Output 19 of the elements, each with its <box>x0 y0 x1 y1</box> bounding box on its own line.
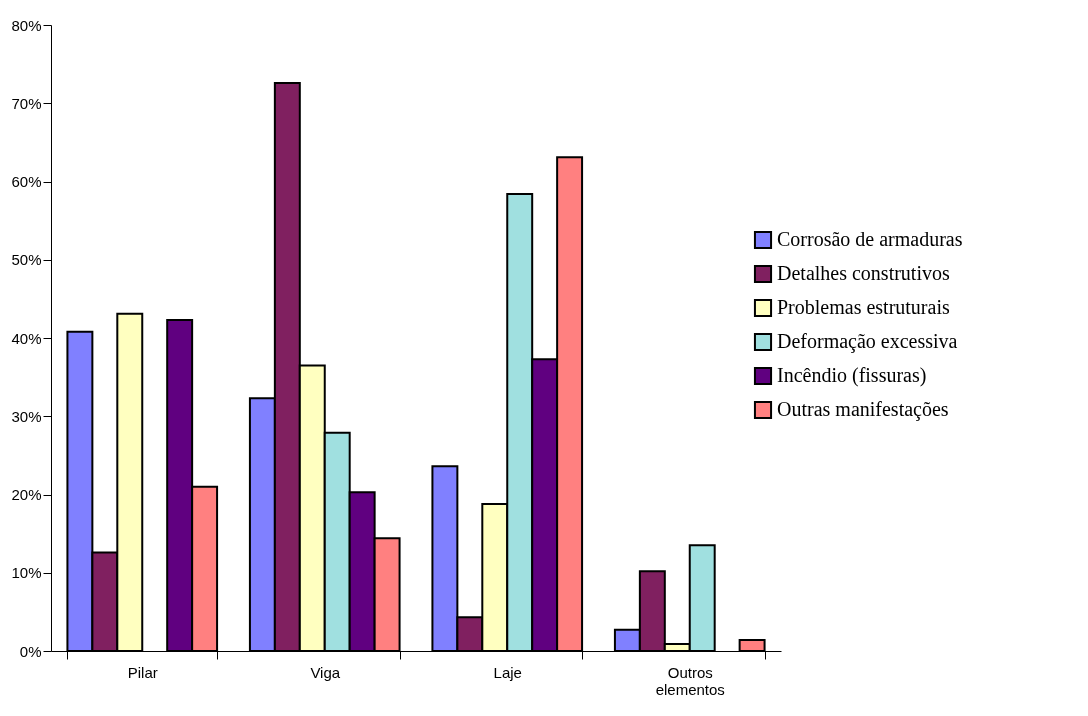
y-tick-label: 60% <box>11 173 42 190</box>
x-tick-label: Viga <box>310 663 341 681</box>
y-tick-label: 40% <box>11 329 42 347</box>
x-tick-label: Outros elementos <box>655 663 725 698</box>
y-tick-label: 20% <box>11 486 42 503</box>
legend-label: Corrosão de armaduras <box>777 228 963 250</box>
y-tick-label: 0% <box>19 642 42 660</box>
y-tick-label: 30% <box>11 407 42 425</box>
legend-label: Deformação excessiva <box>777 330 958 353</box>
legend-label: Incêndio (fissuras) <box>777 364 927 387</box>
y-tick-label: 10% <box>11 564 42 582</box>
y-tick-label: 50% <box>11 251 42 269</box>
x-tick-label: Laje <box>493 663 522 681</box>
x-tick-label: Pilar <box>127 663 158 681</box>
legend-label: Detalhes construtivos <box>777 262 950 284</box>
y-tick-label: 80% <box>11 16 42 34</box>
y-tick-label: 70% <box>11 94 42 112</box>
legend-label: Problemas estruturais <box>777 296 950 318</box>
legend-label: Outras manifestações <box>777 398 949 421</box>
